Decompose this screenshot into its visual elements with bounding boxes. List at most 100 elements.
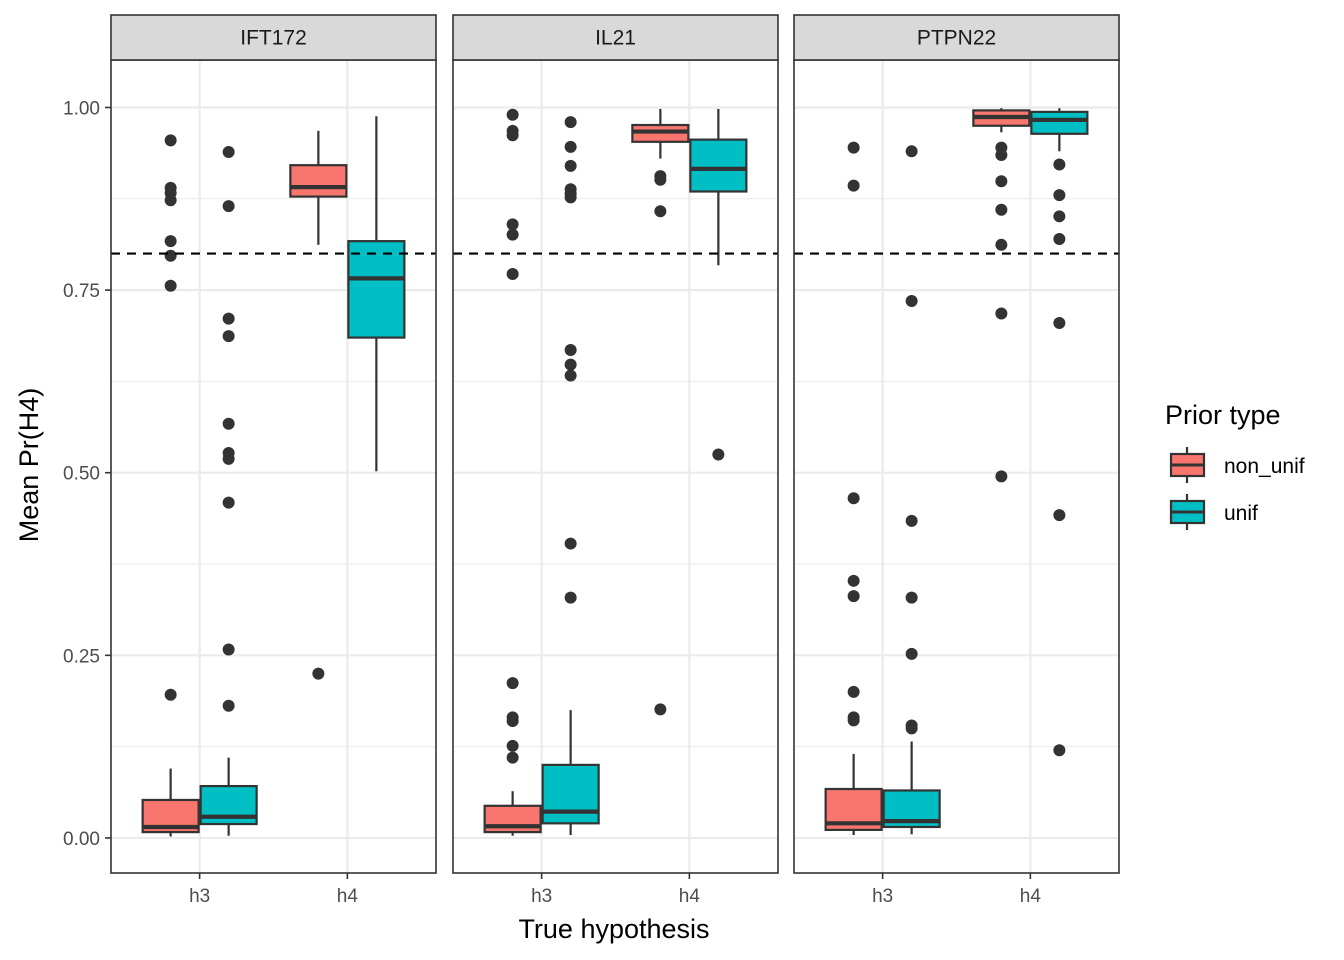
outlier-point (847, 179, 860, 192)
facet-strip (110, 14, 437, 61)
outlier-point (506, 677, 519, 690)
outlier-point (506, 218, 519, 231)
outlier-point (222, 452, 235, 465)
outlier-point (564, 369, 577, 382)
outlier-point (654, 703, 667, 716)
outlier-point (564, 591, 577, 604)
outlier-point (506, 268, 519, 281)
outlier-point (995, 175, 1008, 188)
outlier-point (1053, 509, 1066, 522)
facet-panel-il21: IL21 h3 h4 (452, 14, 779, 907)
outlier-point (506, 739, 519, 752)
box-h4-unif (689, 108, 748, 461)
outlier-point (164, 279, 177, 292)
outlier-point (222, 417, 235, 430)
outlier-point (222, 496, 235, 509)
box-h4-non_unif (631, 108, 690, 716)
outlier-point (1053, 232, 1066, 245)
facet-strip-label: IFT172 (240, 27, 307, 50)
outlier-point (847, 492, 860, 505)
outlier-point (847, 714, 860, 727)
outlier-point (995, 203, 1008, 216)
outlier-point (905, 145, 918, 158)
outlier-point (164, 235, 177, 248)
y-tick-label: 0.25 (63, 646, 100, 667)
outlier-point (847, 685, 860, 698)
outlier-point (564, 116, 577, 129)
outlier-point (995, 148, 1008, 161)
box-h4-non_unif (289, 130, 348, 680)
outlier-point (905, 591, 918, 604)
outlier-point (506, 129, 519, 142)
outlier-point (564, 358, 577, 371)
outlier-point (164, 249, 177, 262)
y-tick-label: 0.75 (63, 281, 100, 302)
outlier-point (164, 194, 177, 207)
x-tick-label: h4 (679, 886, 701, 907)
y-axis-title: Mean Pr(H4) (14, 388, 44, 543)
legend-label: non_unif (1224, 455, 1305, 478)
outlier-point (564, 159, 577, 172)
outlier-point (905, 514, 918, 527)
legend-label: unif (1224, 502, 1258, 525)
box-h3-unif (541, 116, 600, 836)
outlier-point (564, 191, 577, 204)
facet-panels: IFT172 h3 h4 IL21 h3 h4 PTPN22 h3 h4 (110, 14, 1120, 907)
legend-title: Prior type (1165, 400, 1281, 430)
outlier-point (222, 699, 235, 712)
box-iqr (289, 164, 348, 198)
x-tick-label: h3 (189, 886, 210, 907)
outlier-point (847, 590, 860, 603)
box-h3-non_unif (824, 141, 883, 836)
outlier-point (564, 343, 577, 356)
outlier-point (905, 722, 918, 735)
box-h3-non_unif (483, 108, 542, 836)
box-h4-unif (347, 116, 406, 472)
outlier-point (564, 140, 577, 153)
box-iqr (541, 763, 600, 825)
box-iqr (689, 138, 748, 193)
x-axis-title: True hypothesis (518, 914, 709, 944)
facet-strip (452, 14, 779, 61)
facet-panel-ift172: IFT172 h3 h4 (110, 14, 437, 907)
outlier-point (905, 647, 918, 660)
outlier-point (506, 715, 519, 728)
outlier-point (164, 134, 177, 147)
panel-background (111, 60, 436, 873)
outlier-point (995, 307, 1008, 320)
outlier-point (995, 238, 1008, 251)
box-h3-unif (199, 146, 258, 836)
outlier-point (1053, 316, 1066, 329)
outlier-point (222, 146, 235, 159)
facet-strip (793, 14, 1120, 61)
outlier-point (847, 141, 860, 154)
x-tick-label: h3 (531, 886, 552, 907)
box-h4-unif (1030, 108, 1089, 757)
outlier-point (905, 295, 918, 308)
y-tick-label: 0.00 (63, 829, 100, 850)
outlier-point (506, 751, 519, 764)
x-tick-label: h4 (337, 886, 359, 907)
legend-entry-non-unif: non_unif (1169, 447, 1305, 483)
panel-background (453, 60, 778, 873)
box-iqr (347, 240, 406, 339)
outlier-point (654, 173, 667, 186)
facet-strip-label: IL21 (595, 27, 636, 50)
outlier-point (312, 667, 325, 680)
outlier-point (164, 688, 177, 701)
outlier-point (1053, 189, 1066, 202)
outlier-point (995, 470, 1008, 483)
outlier-point (222, 330, 235, 343)
y-tick-label: 1.00 (63, 98, 100, 119)
box-h4-non_unif (972, 108, 1031, 483)
outlier-point (847, 574, 860, 587)
outlier-point (222, 200, 235, 213)
facet-panel-ptpn22: PTPN22 h3 h4 (793, 14, 1120, 907)
x-tick-label: h3 (872, 886, 893, 907)
panel-background (794, 60, 1119, 873)
facet-strip-label: PTPN22 (917, 27, 996, 50)
box-h3-non_unif (141, 134, 200, 837)
outlier-point (222, 312, 235, 325)
